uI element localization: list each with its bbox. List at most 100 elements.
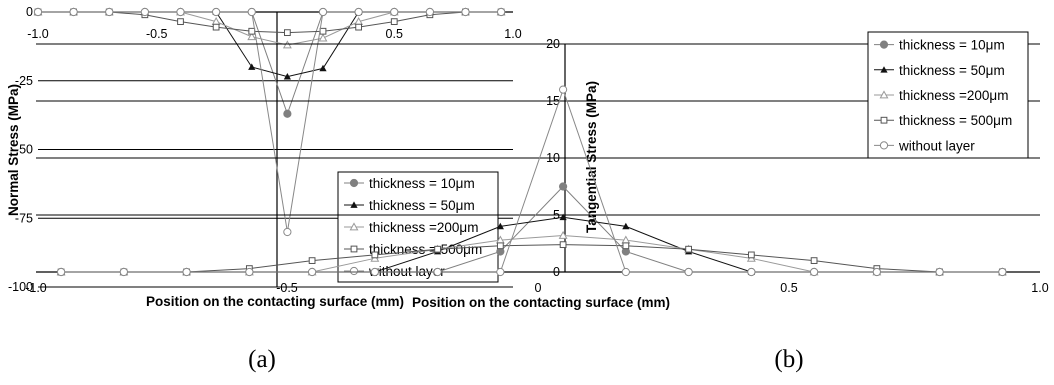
a-series-1-point (283, 73, 291, 80)
b-series-2-point (558, 230, 568, 239)
a-x-tick-label: 1.0 (504, 27, 521, 41)
a-x-tick-label: -1.0 (27, 27, 49, 41)
b-series-4 (57, 85, 1007, 277)
b-y-tick-label: 20 (546, 37, 560, 51)
b-x-tick-label: -0.5 (276, 281, 298, 295)
b-series-4-line (61, 88, 1003, 273)
b-series-3-point (622, 242, 630, 250)
b-series-4-point (182, 267, 191, 277)
b-x-tick-label: 1.0 (1031, 281, 1048, 295)
a-series-4-point (69, 7, 78, 17)
b-x-axis-title: Position on the contacting surface (mm) (412, 295, 670, 310)
b-series-4-point (872, 267, 881, 277)
b-series-4-point (308, 267, 317, 277)
b-series-3-point (685, 245, 692, 253)
b-y-axis-title: Tangential Stress (MPa) (584, 81, 599, 233)
a-series-4-point (497, 7, 506, 17)
a-series-4-point (33, 7, 43, 17)
b-series-0-point (559, 182, 568, 191)
b-series-3-point (308, 257, 316, 264)
b-series-3-point (747, 251, 755, 259)
a-series-4-point (212, 7, 221, 17)
a-legend-label-3: thickness = 500μm (369, 242, 482, 257)
a-x-tick-label: 0.5 (386, 27, 403, 41)
b-series-1-line (61, 216, 1003, 273)
b-series-0-line (61, 185, 1003, 273)
a-series-4 (33, 7, 506, 237)
b-x-tick-label: -1.0 (25, 281, 47, 295)
b-series-4-point (559, 85, 568, 94)
a-series-2-point (282, 40, 292, 49)
b-series-4-point (747, 267, 756, 277)
a-series-3-point (212, 23, 220, 31)
panel-b-label: (b) (774, 346, 803, 373)
a-series-3-point (283, 29, 291, 37)
a-legend-label-2: thickness =200μm (369, 220, 478, 235)
a-y-tick-label: -50 (15, 143, 33, 157)
b-series-3 (57, 241, 1006, 276)
a-series-4-point (318, 7, 328, 17)
a-series-1-point (319, 64, 327, 72)
b-y-tick-label: 5 (553, 208, 560, 222)
b-series-3-point (434, 245, 441, 253)
a-y-tick-label: -25 (15, 74, 33, 88)
b-y-tick-label: 0 (553, 265, 560, 279)
b-series-4-point (810, 267, 819, 277)
b-series-1-point (496, 222, 504, 230)
b-series-3-point (559, 241, 567, 249)
a-series-4-point (176, 7, 185, 17)
b-series-4-point (57, 267, 66, 277)
a-series-0-line (38, 11, 502, 116)
a-series-4-point (105, 7, 114, 17)
b-series-1-point (622, 222, 630, 230)
b-legend-marker-3 (880, 116, 888, 124)
a-series-4-point (425, 7, 434, 17)
b-legend-label-1: thickness = 50μm (899, 63, 1005, 78)
b-legend-label-4: without layer (898, 138, 975, 153)
b-series-3-point (496, 242, 504, 250)
a-series-4-line (38, 11, 502, 233)
panel-a-label: (a) (248, 346, 276, 373)
a-series-2-point (318, 33, 328, 42)
b-legend-label-3: thickness = 500μm (899, 113, 1012, 128)
b-series-1 (57, 213, 1006, 275)
b-series-3-line (61, 244, 1003, 273)
b-legend-marker-2 (879, 90, 889, 99)
a-series-0-point (283, 109, 292, 118)
b-legend-label-0: thickness = 10μm (899, 38, 1005, 53)
a-legend-marker-1 (350, 201, 358, 208)
panel-b-chart: 0 5 10 15 20 -1.0 -0.5 0 0.5 1.0 Position on the c… (25, 31, 1049, 310)
b-legend-marker-4 (879, 141, 889, 150)
a-y-tick-label: 0 (26, 5, 33, 19)
b-legend-label-2: thickness =200μm (899, 88, 1008, 103)
a-x-axis-title: Position on the contacting surface (mm) (146, 294, 404, 309)
a-x-tick-label: -0.5 (146, 27, 168, 41)
b-legend-marker-1 (880, 66, 888, 73)
a-series-3-point (248, 27, 256, 35)
b-series-4-point (119, 267, 128, 277)
b-series-0 (57, 182, 1007, 277)
b-series-2 (56, 230, 1007, 276)
a-y-tick-label: -100 (8, 280, 33, 294)
a-legend-box (337, 171, 499, 283)
a-series-4-point (354, 7, 363, 17)
a-series-3-point (319, 27, 327, 35)
a-legend-marker-2 (349, 222, 359, 231)
b-series-3-point (371, 251, 379, 259)
b-series-4-point (370, 267, 379, 277)
b-series-4-point (433, 267, 442, 277)
b-series-4-point (621, 267, 630, 277)
a-series-4-point (283, 227, 292, 237)
b-y-tick-label: 15 (546, 94, 560, 108)
a-legend: thickness = 10μm thickness = 50μm thicknes… (337, 171, 499, 283)
a-series-2-point (247, 32, 257, 41)
a-legend-marker-4 (349, 266, 359, 276)
b-series-3-point (810, 257, 818, 264)
a-series-4-point (140, 7, 149, 17)
b-series-4-point (935, 267, 944, 277)
a-series-3-point (177, 18, 184, 26)
a-legend-label-1: thickness = 50μm (369, 198, 475, 213)
a-legend-label-0: thickness = 10μm (369, 176, 475, 191)
